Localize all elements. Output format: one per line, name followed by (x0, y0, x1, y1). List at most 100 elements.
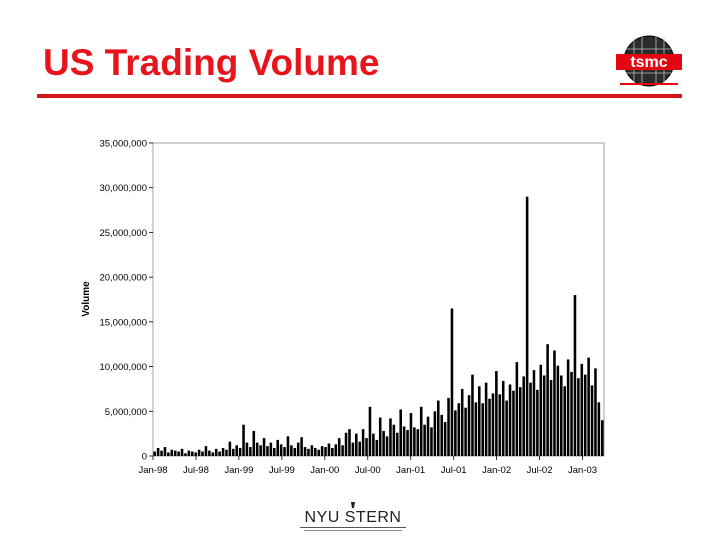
volume-bar (512, 390, 515, 456)
volume-bar (460, 388, 464, 456)
volume-bar (153, 451, 156, 456)
volume-bar (255, 442, 259, 456)
volume-bar (529, 382, 532, 456)
volume-bar (358, 441, 361, 456)
volume-bar (211, 452, 215, 456)
y-tick-label: 30,000,000 (99, 183, 147, 194)
volume-bar (296, 442, 300, 456)
volume-bar (454, 410, 457, 456)
volume-bar (594, 368, 597, 456)
volume-bar (478, 386, 481, 456)
volume-bar (365, 438, 368, 456)
x-axis: Jan-98 Jul-98 Jan-99 Jul-99 Jan-00 Jul-00 Jan-… (138, 456, 597, 476)
plot-area (152, 142, 605, 457)
volume-bar (232, 448, 235, 456)
volume-bar (413, 427, 416, 456)
volume-bar (542, 375, 546, 456)
x-tick-label: Jul-98 (183, 465, 209, 476)
volume-bar (279, 444, 283, 456)
volume-bar (433, 411, 437, 456)
footer-logo-text: NYU STERN (305, 509, 402, 526)
volume-bar (416, 429, 420, 456)
volume-bar (273, 447, 276, 456)
volume-bar (560, 375, 563, 456)
volume-bar (378, 417, 382, 456)
volume-bar (587, 357, 590, 456)
volume-bar (443, 422, 447, 456)
volume-bar (160, 450, 163, 456)
y-tick-label: 25,000,000 (99, 228, 147, 239)
volume-bar (532, 370, 536, 456)
volume-bar (170, 449, 174, 456)
volume-bar (430, 427, 433, 456)
volume-bar (361, 429, 365, 456)
volume-bar (539, 364, 543, 456)
volume-bar (385, 436, 389, 456)
volume-bar (204, 446, 208, 456)
volume-bar (167, 452, 170, 456)
volume-bar (570, 371, 573, 456)
y-tick-label: 15,000,000 (99, 317, 147, 328)
volume-bar (249, 447, 252, 456)
volume-bar (553, 350, 556, 456)
x-tick-label: Jan-03 (568, 465, 597, 476)
volume-bar (536, 389, 539, 456)
volume-bar (546, 344, 549, 456)
volume-bar (573, 295, 577, 456)
slide-title: US Trading Volume (43, 42, 380, 83)
volume-bar (331, 447, 334, 456)
volume-bar (447, 397, 450, 456)
x-tick-label: Jan-00 (310, 465, 339, 476)
volume-bar (341, 445, 344, 456)
volume-bar (368, 406, 372, 456)
volume-bar (355, 433, 358, 456)
y-tick-label: 10,000,000 (99, 362, 147, 373)
x-tick-label: Jul-99 (269, 465, 295, 476)
x-tick-label: Jul-00 (355, 465, 381, 476)
y-tick-label: 5,000,000 (105, 407, 147, 418)
volume-bar (173, 450, 177, 456)
volume-bar (382, 430, 385, 456)
volume-bar (307, 448, 310, 456)
x-tick-label: Jan-98 (138, 465, 167, 476)
volume-bar (197, 449, 201, 456)
tsmc-logo-icon: tsmc (616, 35, 682, 87)
volume-bar (201, 451, 204, 456)
volume-bar (156, 447, 160, 456)
volume-bar (519, 387, 522, 456)
volume-bar (314, 447, 317, 456)
volume-bar (286, 436, 290, 456)
volume-bar (283, 447, 286, 456)
volume-bar (334, 444, 338, 456)
volume-bar (580, 363, 584, 456)
volume-bar (450, 308, 454, 456)
volume-bar (238, 447, 242, 456)
volume-bar (522, 376, 525, 456)
x-tick-label: Jan-01 (396, 465, 425, 476)
volume-bar (259, 445, 262, 456)
volume-bar (303, 447, 307, 456)
volume-bar (488, 398, 491, 456)
volume-bar (464, 407, 467, 456)
volume-bar (191, 451, 194, 456)
x-tick-label: Jul-01 (441, 465, 467, 476)
y-tick-label: 0 (142, 452, 147, 463)
nyu-stern-logo-icon: NYU STERN (300, 502, 406, 531)
volume-bar (344, 432, 348, 456)
volume-bar (525, 196, 529, 456)
volume-bar (566, 359, 570, 456)
volume-bar (351, 442, 355, 456)
logo-text: tsmc (630, 54, 667, 71)
volume-bar (590, 385, 594, 456)
volume-bar (491, 393, 495, 456)
y-tick-label: 20,000,000 (99, 273, 147, 284)
volume-bar (457, 403, 461, 456)
volume-bar (597, 402, 601, 456)
y-axis: 0 5,000,000 10,000,000 15,000,000 20,000,000… (99, 139, 153, 463)
volume-bar (583, 374, 587, 456)
volume-bar (601, 420, 604, 456)
volume-bar (423, 424, 426, 456)
volume-bar (505, 400, 508, 456)
